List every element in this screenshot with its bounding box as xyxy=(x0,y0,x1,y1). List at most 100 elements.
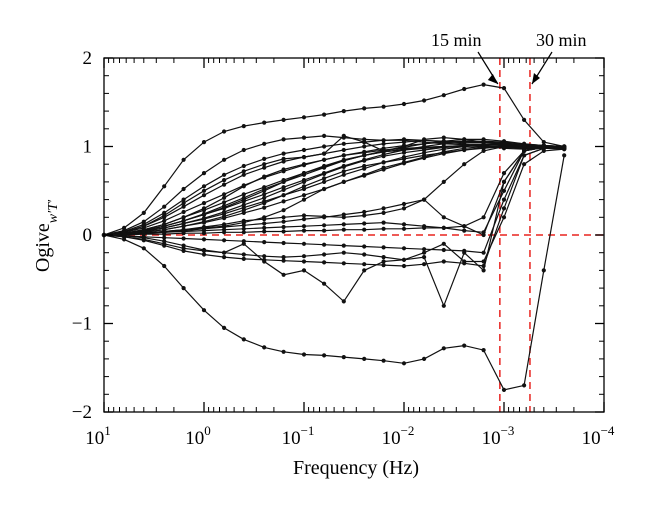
data-point xyxy=(362,262,367,267)
data-point xyxy=(322,242,327,247)
x-tick-label: 100 xyxy=(185,423,211,449)
data-point xyxy=(401,246,407,251)
y-tick-label: −2 xyxy=(72,402,92,423)
data-point xyxy=(322,353,327,358)
y-tick-label: −1 xyxy=(72,314,92,335)
data-point xyxy=(301,259,307,264)
data-point xyxy=(462,228,467,233)
data-point xyxy=(341,212,346,217)
data-point xyxy=(362,144,367,149)
data-point xyxy=(262,259,267,264)
data-point xyxy=(201,140,207,145)
data-point xyxy=(441,215,446,220)
data-point xyxy=(262,205,267,210)
data-point xyxy=(262,240,267,245)
data-point xyxy=(301,184,307,189)
data-point xyxy=(122,232,127,237)
data-point xyxy=(362,153,367,158)
data-point xyxy=(322,133,327,138)
data-point xyxy=(541,140,546,145)
data-point xyxy=(362,252,367,257)
series-line xyxy=(103,146,565,308)
data-point xyxy=(441,149,446,154)
data-point xyxy=(501,215,507,220)
data-point xyxy=(201,201,207,206)
data-point xyxy=(281,272,286,277)
data-point xyxy=(381,206,386,211)
data-point xyxy=(422,155,427,160)
data-point xyxy=(341,164,346,169)
data-point xyxy=(341,169,346,174)
data-point xyxy=(201,237,207,242)
data-point xyxy=(441,225,446,230)
data-point xyxy=(441,303,446,308)
plot-data-group xyxy=(101,58,604,412)
data-point xyxy=(422,147,427,153)
data-point xyxy=(381,226,386,231)
data-point xyxy=(441,145,446,150)
series-line xyxy=(103,144,565,236)
data-point xyxy=(281,240,286,246)
data-point xyxy=(422,137,427,142)
data-point xyxy=(301,162,307,167)
data-point xyxy=(241,163,246,169)
data-point xyxy=(281,208,286,213)
annotations-group: 15 min 30 min xyxy=(431,30,587,85)
axis-ticks-group xyxy=(103,57,605,413)
data-point xyxy=(241,223,246,228)
data-point xyxy=(322,171,327,176)
data-point xyxy=(141,229,146,234)
data-point xyxy=(181,204,186,209)
data-point xyxy=(162,184,167,189)
data-point xyxy=(222,230,227,235)
data-point xyxy=(462,162,467,167)
data-point xyxy=(222,182,227,187)
data-point xyxy=(301,193,307,198)
data-point xyxy=(341,133,346,138)
data-point xyxy=(522,148,527,153)
data-point xyxy=(262,221,267,226)
data-point xyxy=(241,230,246,235)
data-point xyxy=(441,346,446,351)
data-point xyxy=(481,230,486,235)
data-point xyxy=(422,250,427,255)
data-point xyxy=(262,192,267,197)
data-point xyxy=(181,157,186,162)
data-point xyxy=(222,157,227,162)
data-point xyxy=(401,263,407,269)
data-point xyxy=(362,227,367,232)
data-point xyxy=(401,257,407,262)
y-tick-label: 0 xyxy=(83,225,93,246)
data-point xyxy=(281,117,286,122)
data-point xyxy=(481,348,486,353)
data-point xyxy=(281,219,286,224)
data-point xyxy=(522,153,527,158)
series-line xyxy=(103,155,565,391)
data-point xyxy=(181,236,186,241)
data-point xyxy=(222,178,227,183)
data-point xyxy=(162,218,167,223)
data-point xyxy=(381,138,386,143)
series-line xyxy=(103,147,565,254)
data-point xyxy=(222,209,227,215)
data-point xyxy=(501,86,507,91)
data-point xyxy=(141,246,146,251)
x-tick-label: 10−3 xyxy=(482,423,515,449)
data-point xyxy=(462,137,467,142)
data-point xyxy=(341,141,346,146)
data-point xyxy=(522,143,527,148)
data-point xyxy=(322,228,327,233)
data-point xyxy=(241,218,246,223)
data-point xyxy=(422,356,427,361)
data-point xyxy=(481,215,486,220)
y-tick-label: 2 xyxy=(83,48,93,69)
data-point xyxy=(341,250,346,255)
x-tick-label: 10−1 xyxy=(282,423,315,449)
data-point xyxy=(381,220,386,225)
data-point xyxy=(222,255,227,260)
data-point xyxy=(241,192,246,197)
data-point xyxy=(362,268,367,273)
data-point xyxy=(441,93,446,98)
data-point xyxy=(501,171,507,176)
data-point xyxy=(341,222,346,227)
